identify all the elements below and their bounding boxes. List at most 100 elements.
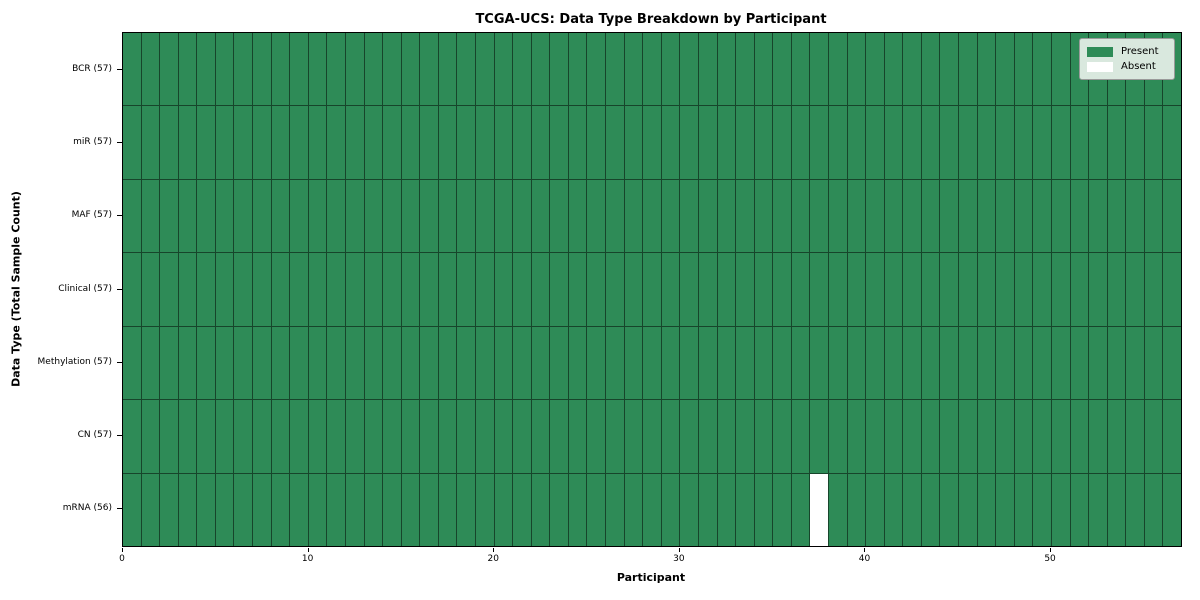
heatmap-cell (1126, 106, 1144, 179)
heatmap-cell (1126, 473, 1144, 546)
heatmap-cell (234, 179, 253, 253)
heatmap-cell (364, 400, 383, 473)
heatmap-cell (828, 326, 847, 400)
heatmap-cell (791, 473, 810, 546)
heatmap-cell (940, 473, 959, 546)
heatmap-cell (606, 400, 624, 473)
heatmap-cell (977, 400, 996, 473)
heatmap-cell (717, 253, 736, 326)
heatmap-cell (717, 473, 736, 546)
heatmap-cell (1089, 326, 1107, 400)
heatmap-cell (438, 179, 457, 253)
heatmap-cell (383, 326, 401, 400)
heatmap-cell (1070, 106, 1089, 179)
heatmap-cell (847, 400, 866, 473)
heatmap-cell (420, 106, 438, 179)
heatmap-cell (847, 106, 866, 179)
heatmap-cell (921, 179, 940, 253)
heatmap-cell (736, 33, 754, 106)
heatmap-cell (178, 326, 197, 400)
heatmap-cell (457, 106, 475, 179)
heatmap-cell (308, 33, 327, 106)
heatmap-cell (791, 400, 810, 473)
heatmap-cell (123, 253, 141, 326)
heatmap-cell (773, 33, 791, 106)
heatmap-cell (550, 326, 568, 400)
heatmap-cell (513, 106, 531, 179)
heatmap-cell (401, 33, 420, 106)
y-tick-mark (117, 288, 122, 290)
heatmap-cell (438, 326, 457, 400)
heatmap-cell (197, 106, 215, 179)
heatmap-cell (661, 33, 680, 106)
heatmap-cell (1033, 106, 1051, 179)
heatmap-cell (903, 33, 921, 106)
heatmap-cell (271, 106, 290, 179)
heatmap-cell (308, 400, 327, 473)
heatmap-cell (698, 473, 717, 546)
heatmap-cell (847, 473, 866, 546)
present-swatch-icon (1087, 46, 1113, 57)
heatmap-cell (197, 400, 215, 473)
heatmap-cell (866, 106, 884, 179)
heatmap-cell (457, 473, 475, 546)
heatmap-cell (1126, 326, 1144, 400)
heatmap-cell (550, 253, 568, 326)
heatmap-cell (494, 179, 513, 253)
heatmap-cell (234, 253, 253, 326)
y-tick-mark (117, 508, 122, 510)
heatmap-cell (717, 179, 736, 253)
heatmap-cell (1070, 473, 1089, 546)
heatmap-cell (606, 326, 624, 400)
heatmap-cell (606, 253, 624, 326)
heatmap-cell (197, 33, 215, 106)
heatmap-cell (828, 106, 847, 179)
x-tick-label: 50 (1044, 554, 1056, 564)
heatmap-cell (587, 473, 606, 546)
heatmap-cell (401, 473, 420, 546)
heatmap-cell (977, 253, 996, 326)
heatmap-cell (494, 106, 513, 179)
heatmap-cell (568, 106, 587, 179)
heatmap-cell (253, 473, 271, 546)
heatmap-cell (234, 326, 253, 400)
heatmap-cell (866, 33, 884, 106)
chart-title: TCGA-UCS: Data Type Breakdown by Partici… (475, 12, 827, 27)
heatmap-cell (1144, 326, 1163, 400)
heatmap-cell (568, 253, 587, 326)
heatmap-cell (531, 473, 550, 546)
heatmap-cell (847, 326, 866, 400)
heatmap-cell (327, 106, 345, 179)
heatmap-cell (290, 473, 308, 546)
x-tick-mark (1050, 548, 1052, 552)
heatmap-cell (550, 106, 568, 179)
heatmap-cell (996, 400, 1014, 473)
heatmap-cell (271, 326, 290, 400)
heatmap-cell (531, 106, 550, 179)
y-tick-label: mRNA (56) (62, 503, 112, 514)
heatmap-cell (1144, 179, 1163, 253)
heatmap-cell (1014, 253, 1033, 326)
heatmap-cell (513, 253, 531, 326)
heatmap-cell (698, 33, 717, 106)
heatmap-cell (383, 473, 401, 546)
heatmap-cell (661, 253, 680, 326)
heatmap-cell (921, 33, 940, 106)
heatmap-cell (420, 33, 438, 106)
heatmap-cell (1089, 473, 1107, 546)
heatmap-cell (717, 106, 736, 179)
heatmap-cell (624, 106, 643, 179)
heatmap-cell (1014, 400, 1033, 473)
heatmap-cell (1014, 326, 1033, 400)
heatmap-plot-area (122, 32, 1182, 547)
heatmap-cell (866, 400, 884, 473)
x-axis-label: Participant (616, 571, 686, 584)
heatmap-cell (661, 400, 680, 473)
heatmap-cell (717, 400, 736, 473)
heatmap-cell (717, 326, 736, 400)
heatmap-cell (884, 253, 903, 326)
heatmap-cell (847, 33, 866, 106)
heatmap-cell (1163, 473, 1181, 546)
heatmap-cell (420, 253, 438, 326)
